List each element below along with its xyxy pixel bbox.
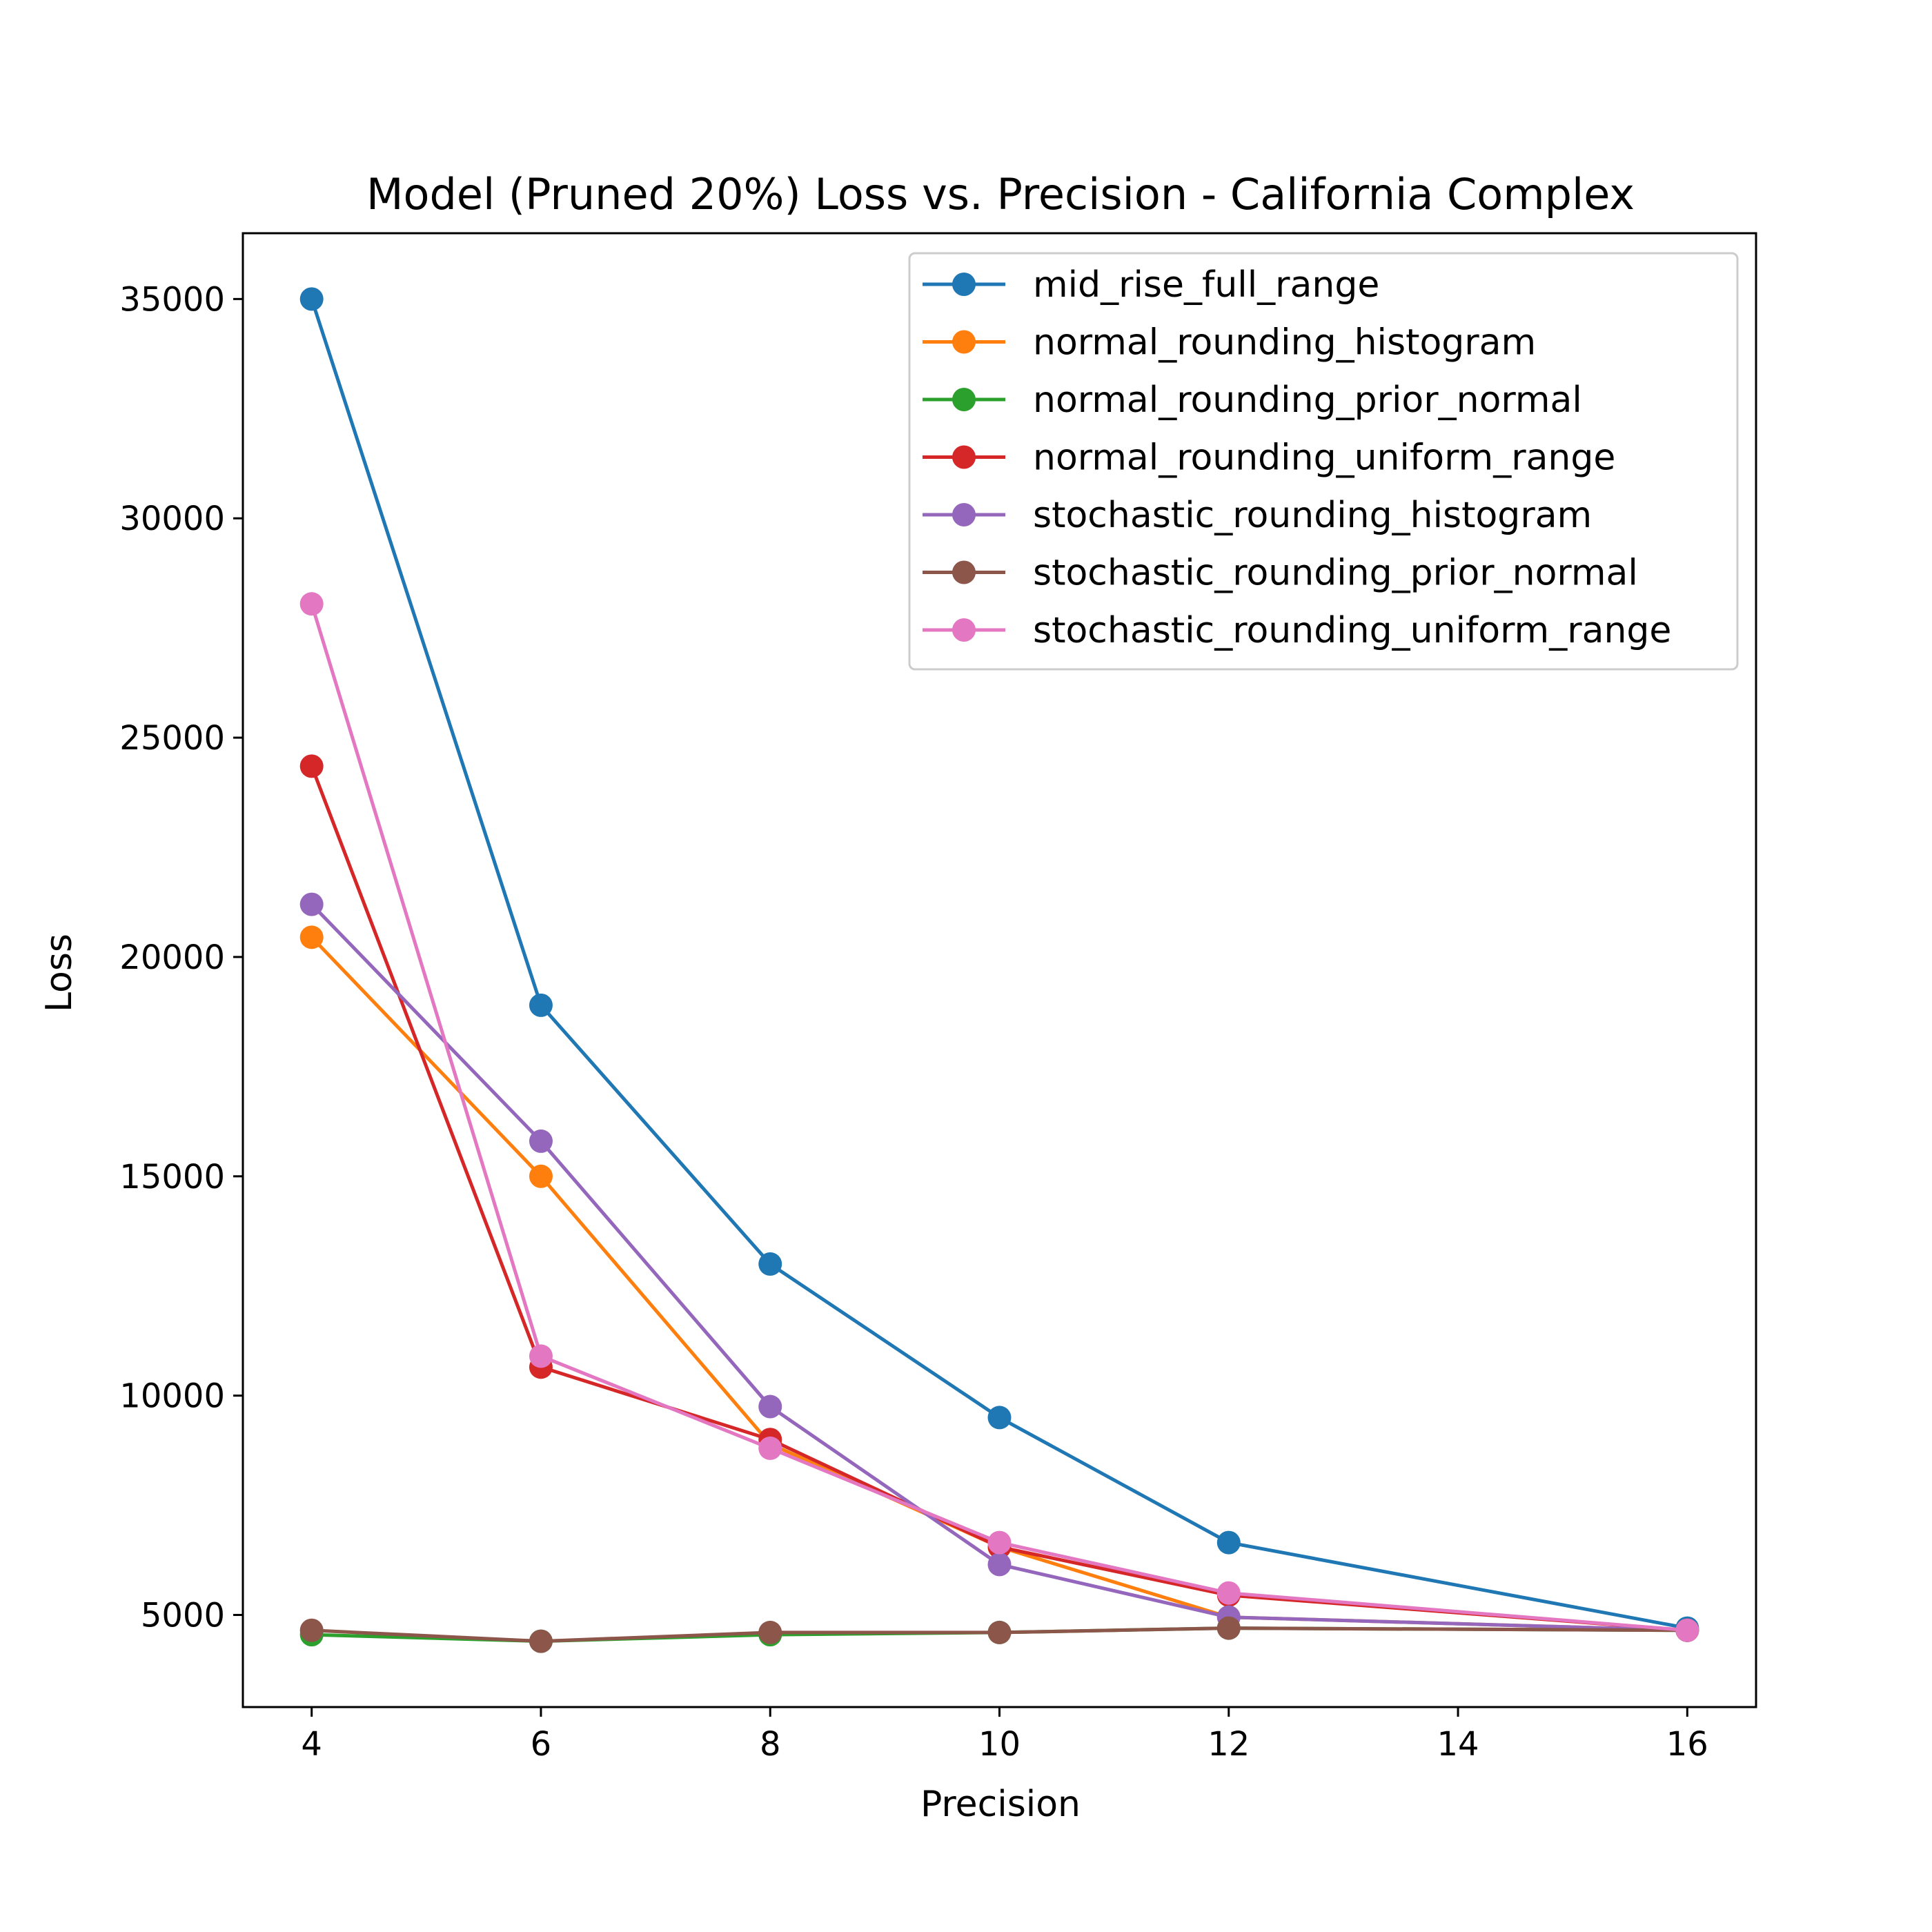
x-tick-label: 8 — [760, 1725, 781, 1764]
legend-item: normal_rounding_histogram — [923, 322, 1536, 364]
chart-title: Model (Pruned 20%) Loss vs. Precision - … — [366, 169, 1635, 219]
data-point — [529, 1344, 553, 1368]
x-axis-label: Precision — [920, 1784, 1081, 1825]
x-axis-ticks: 4 6 8 10 12 14 16 — [301, 1707, 1708, 1764]
legend-frame — [908, 252, 1739, 671]
data-point — [299, 754, 324, 778]
series-line — [310, 903, 1688, 1633]
plot-area: 4 6 8 10 12 14 16 5000 10000 15000 20000 25000 3000… — [119, 232, 1757, 1764]
legend-label: stochastic_rounding_histogram — [1033, 495, 1592, 536]
y-tick-label: 30000 — [119, 500, 225, 538]
legend-item: mid_rise_full_range — [923, 264, 1379, 306]
series-stochastic_rounding_prior_normal — [299, 1616, 1699, 1653]
data-point — [529, 1129, 553, 1153]
y-tick-label: 10000 — [119, 1377, 225, 1416]
data-point — [1216, 1530, 1241, 1555]
legend-marker — [952, 618, 976, 642]
series-line — [310, 298, 1688, 1630]
legend-label: normal_rounding_prior_normal — [1033, 379, 1582, 421]
data-point — [987, 1530, 1012, 1555]
legend-marker — [952, 560, 976, 584]
legend-marker — [952, 330, 976, 354]
y-tick-label: 20000 — [119, 938, 225, 977]
x-tick-label: 4 — [301, 1725, 322, 1764]
data-point — [987, 1620, 1012, 1644]
y-tick-label: 25000 — [119, 719, 225, 758]
data-point — [987, 1406, 1012, 1430]
legend-item: normal_rounding_uniform_range — [923, 437, 1615, 479]
data-point — [1675, 1618, 1699, 1642]
legend: mid_rise_full_range normal_rounding_histo… — [908, 252, 1739, 671]
legend-marker — [952, 503, 976, 526]
data-point — [758, 1620, 782, 1644]
x-tick-label: 12 — [1208, 1725, 1250, 1764]
x-tick-label: 10 — [978, 1725, 1021, 1764]
data-point — [529, 1164, 553, 1188]
data-point — [529, 993, 553, 1017]
data-point — [299, 1618, 324, 1642]
legend-label: normal_rounding_uniform_range — [1033, 437, 1615, 479]
legend-label: mid_rise_full_range — [1033, 264, 1379, 306]
legend-item: normal_rounding_prior_normal — [923, 379, 1582, 421]
legend-marker — [952, 273, 976, 296]
data-point — [758, 1436, 782, 1460]
data-point — [299, 287, 324, 311]
y-axis-label: Loss — [39, 934, 80, 1012]
data-point — [299, 592, 324, 616]
data-point — [758, 1252, 782, 1276]
legend-item: stochastic_rounding_prior_normal — [923, 553, 1638, 594]
series-stochastic_rounding_uniform_range — [299, 592, 1699, 1642]
legend-marker — [952, 445, 976, 469]
data-point — [529, 1629, 553, 1653]
y-tick-label: 15000 — [119, 1158, 225, 1196]
legend-label: stochastic_rounding_prior_normal — [1033, 553, 1638, 594]
legend-marker — [952, 388, 976, 411]
x-tick-label: 16 — [1666, 1725, 1708, 1764]
data-point — [1216, 1616, 1241, 1640]
x-tick-label: 14 — [1437, 1725, 1479, 1764]
x-tick-label: 6 — [531, 1725, 552, 1764]
series-line — [311, 1626, 1688, 1644]
data-point — [758, 1394, 782, 1419]
y-tick-label: 5000 — [141, 1597, 225, 1635]
legend-label: normal_rounding_histogram — [1033, 322, 1536, 364]
legend-label: stochastic_rounding_uniform_range — [1033, 610, 1671, 651]
legend-item: stochastic_rounding_histogram — [923, 495, 1592, 536]
data-point — [299, 892, 324, 916]
series-line — [310, 765, 1688, 1633]
legend-item: stochastic_rounding_uniform_range — [923, 610, 1671, 651]
legend-items: mid_rise_full_range normal_rounding_histo… — [923, 264, 1671, 651]
series-layer — [299, 287, 1699, 1653]
series-stochastic_rounding_histogram — [299, 892, 1699, 1642]
y-tick-label: 35000 — [119, 280, 225, 319]
series-line — [310, 603, 1688, 1633]
data-point — [1216, 1581, 1241, 1605]
y-axis-ticks: 5000 10000 15000 20000 25000 30000 35000 — [119, 280, 243, 1635]
data-point — [299, 925, 324, 949]
data-point — [987, 1552, 1012, 1577]
